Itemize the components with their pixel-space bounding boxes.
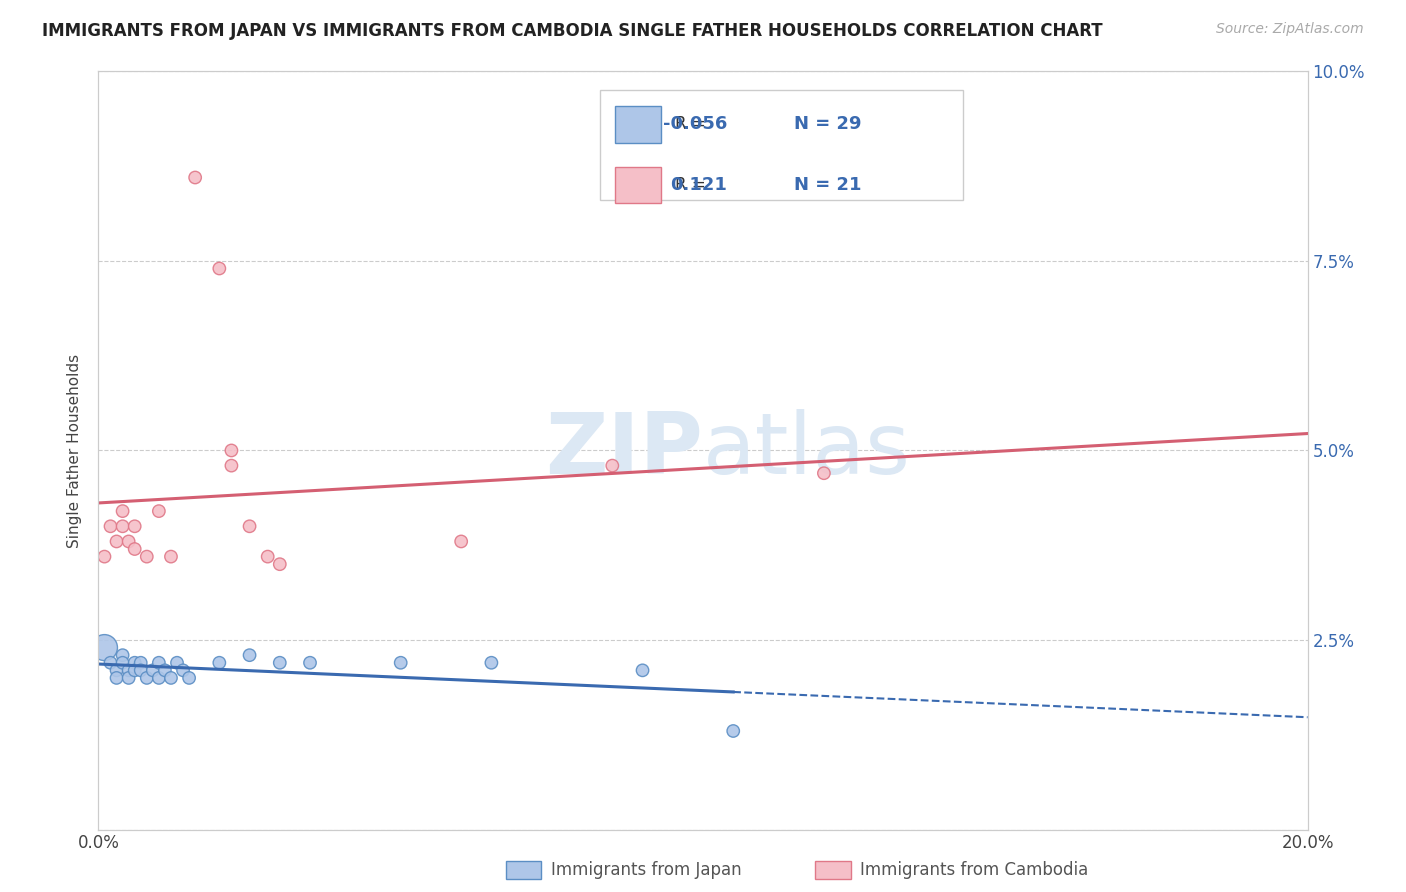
Point: [221, 443, 243, 458]
Point: [118, 671, 141, 685]
Point: [723, 724, 745, 739]
Point: [184, 170, 207, 185]
Text: ZIP: ZIP: [546, 409, 703, 492]
FancyBboxPatch shape: [600, 90, 963, 201]
Point: [93, 549, 115, 564]
Text: N = 29: N = 29: [793, 115, 862, 134]
Point: [111, 519, 134, 533]
Text: atlas: atlas: [703, 409, 911, 492]
Point: [111, 648, 134, 662]
Point: [118, 664, 141, 678]
Point: [179, 671, 201, 685]
Point: [256, 549, 278, 564]
Point: [269, 557, 291, 572]
Point: [481, 656, 503, 670]
Point: [148, 671, 170, 685]
Point: [602, 458, 624, 473]
Y-axis label: Single Father Households: Single Father Households: [67, 353, 83, 548]
Point: [142, 664, 165, 678]
Point: [631, 664, 654, 678]
Text: IMMIGRANTS FROM JAPAN VS IMMIGRANTS FROM CAMBODIA SINGLE FATHER HOUSEHOLDS CORRE: IMMIGRANTS FROM JAPAN VS IMMIGRANTS FROM…: [42, 22, 1102, 40]
Point: [105, 534, 128, 549]
Text: Immigrants from Japan: Immigrants from Japan: [551, 861, 742, 879]
Point: [153, 664, 176, 678]
Point: [160, 671, 183, 685]
Point: [124, 542, 146, 557]
Point: [105, 671, 128, 685]
Point: [129, 664, 152, 678]
Point: [124, 519, 146, 533]
Point: [148, 504, 170, 518]
Point: [111, 504, 134, 518]
Text: R =: R =: [675, 115, 711, 134]
Point: [148, 656, 170, 670]
Text: Source: ZipAtlas.com: Source: ZipAtlas.com: [1216, 22, 1364, 37]
Text: 0.121: 0.121: [671, 176, 727, 194]
Point: [93, 640, 115, 655]
Point: [269, 656, 291, 670]
Point: [208, 261, 231, 276]
Point: [124, 656, 146, 670]
Text: -0.056: -0.056: [662, 115, 727, 134]
Point: [160, 549, 183, 564]
Point: [450, 534, 472, 549]
FancyBboxPatch shape: [614, 106, 661, 143]
Point: [100, 519, 122, 533]
Point: [172, 664, 194, 678]
Point: [389, 656, 412, 670]
Point: [105, 664, 128, 678]
FancyBboxPatch shape: [614, 167, 661, 203]
Point: [813, 467, 835, 481]
Point: [118, 534, 141, 549]
Point: [239, 648, 262, 662]
Point: [208, 656, 231, 670]
Point: [135, 671, 157, 685]
Point: [239, 519, 262, 533]
Point: [129, 656, 152, 670]
Point: [221, 458, 243, 473]
Text: R =: R =: [675, 176, 711, 194]
Point: [299, 656, 322, 670]
Point: [135, 549, 157, 564]
Point: [166, 656, 188, 670]
Text: Immigrants from Cambodia: Immigrants from Cambodia: [860, 861, 1088, 879]
Text: N = 21: N = 21: [793, 176, 862, 194]
Point: [111, 656, 134, 670]
Point: [124, 664, 146, 678]
Point: [100, 656, 122, 670]
